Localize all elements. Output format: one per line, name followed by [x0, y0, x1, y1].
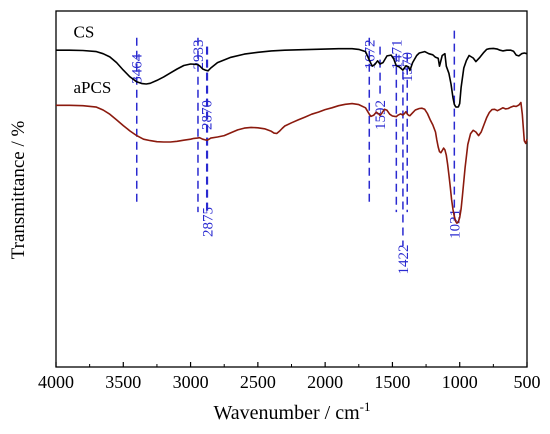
x-tick-label: 1000 — [442, 372, 478, 392]
peak-label: 1422 — [396, 244, 412, 274]
x-axis: 4000 3500 3000 2500 2000 1500 1000 500 — [38, 362, 541, 392]
x-axis-label-superscript: -1 — [360, 399, 371, 414]
plot-area — [55, 10, 528, 368]
spectra-series — [56, 47, 528, 224]
x-axis-label-text: Wavenumber / cm — [214, 402, 361, 424]
x-tick-label: 2500 — [240, 372, 276, 392]
series-name-label: CS — [73, 23, 94, 42]
series-labels: CS aPCS — [73, 23, 111, 97]
x-tick-label: 2000 — [307, 372, 343, 392]
x-tick-label: 3500 — [105, 372, 141, 392]
peak-annotations: 3464293328702875167215921471137014221021 — [130, 30, 463, 274]
x-axis-label: Wavenumber / cm-1 — [214, 399, 371, 424]
series-line-cs — [56, 47, 528, 108]
x-tick-label: 500 — [514, 372, 541, 392]
peak-label: 3464 — [130, 53, 146, 84]
peak-label: 1471 — [389, 39, 405, 69]
series-name-label: aPCS — [73, 78, 111, 97]
peak-label: 2933 — [191, 39, 207, 69]
x-tick-label: 4000 — [38, 372, 74, 392]
y-axis-label: Transmittance / % — [8, 121, 29, 260]
series-line-apcs — [56, 101, 528, 224]
plot-frame — [55, 10, 528, 368]
x-tick-label: 1500 — [374, 372, 410, 392]
x-tick-label: 3000 — [173, 372, 209, 392]
peak-label: 2875 — [200, 207, 216, 237]
peak-label: 1672 — [362, 39, 378, 69]
